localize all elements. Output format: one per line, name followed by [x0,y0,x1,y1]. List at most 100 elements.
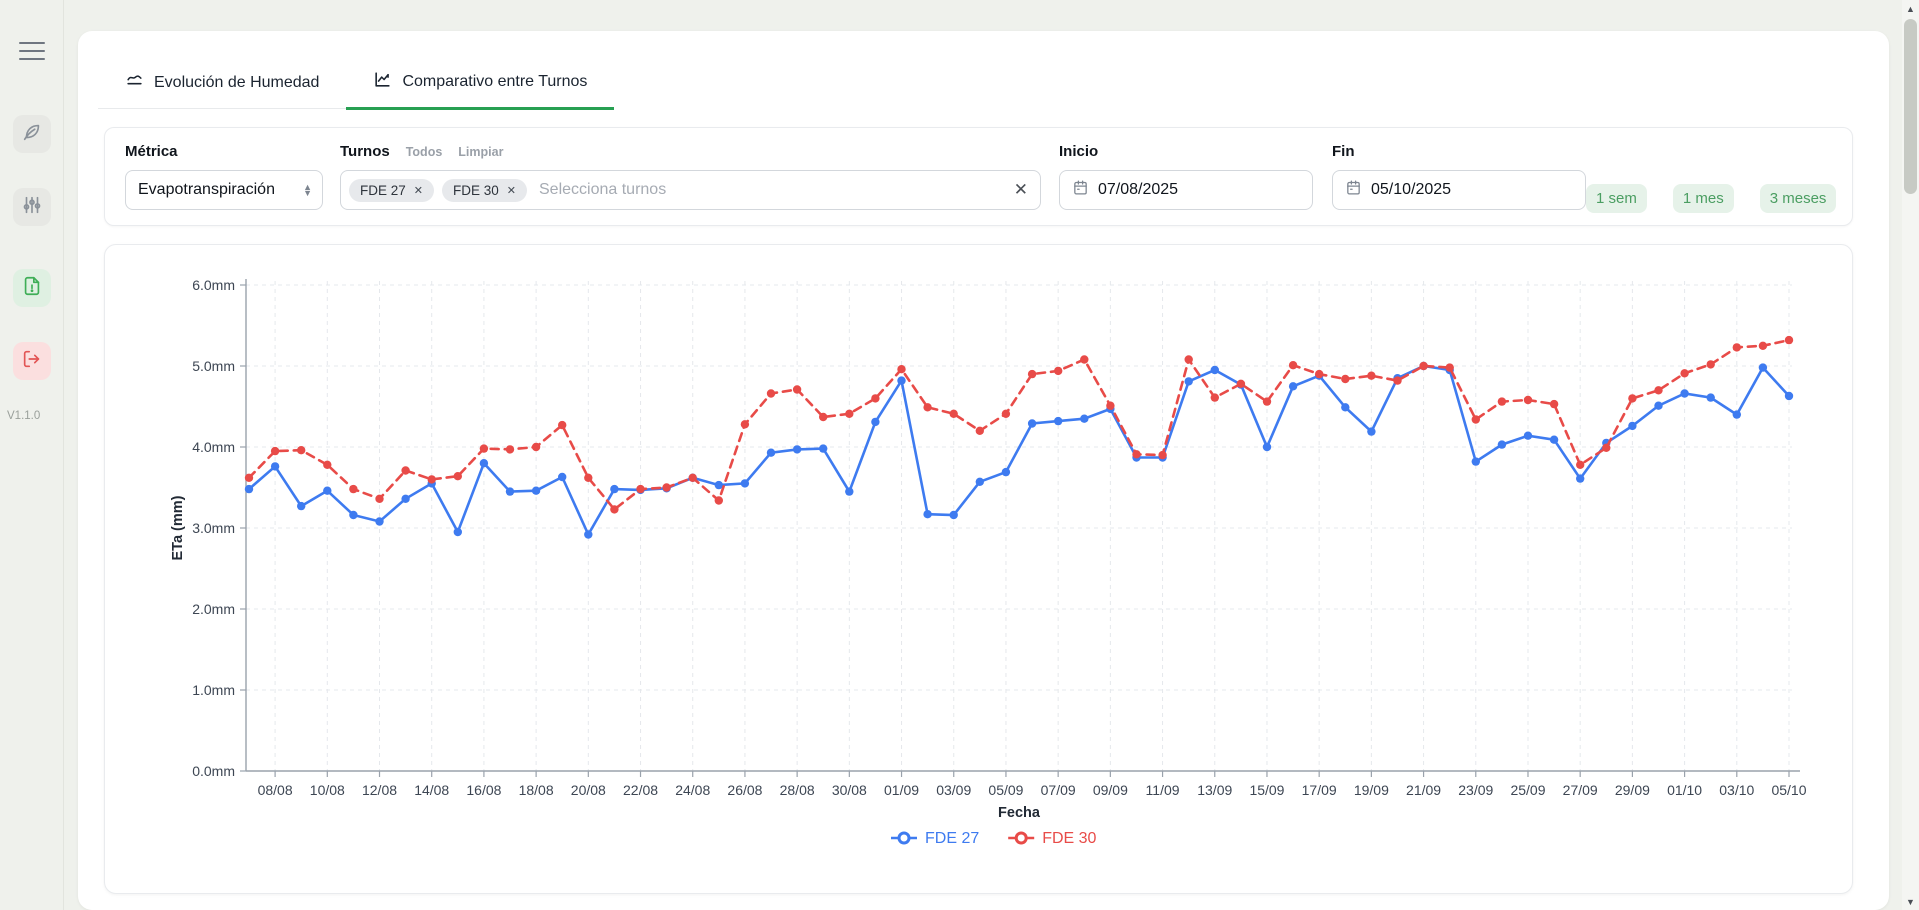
turno-chip[interactable]: FDE 27 ✕ [349,179,434,202]
svg-text:08/08: 08/08 [258,782,293,798]
svg-text:1.0mm: 1.0mm [192,682,235,698]
svg-text:07/09: 07/09 [1041,782,1076,798]
scrollbar-thumb[interactable] [1904,19,1917,194]
inicio-date-input[interactable]: 07/08/2025 [1059,170,1313,210]
x-axis-title: Fecha [998,805,1041,821]
svg-text:29/09: 29/09 [1615,782,1650,798]
svg-text:5.0mm: 5.0mm [192,358,235,374]
y-axis-title: ETa (mm) [170,495,186,560]
fin-label: Fin [1332,143,1586,163]
svg-text:30/08: 30/08 [832,782,867,798]
svg-text:03/10: 03/10 [1719,782,1754,798]
turnos-clear-link[interactable]: Limpiar [458,145,503,159]
gridlines [246,281,1792,771]
svg-text:01/09: 01/09 [884,782,919,798]
turnos-group: Turnos Todos Limpiar FDE 27 ✕ FDE 30 ✕ Sele… [340,143,1041,210]
series-fde-27-line [249,366,1789,535]
leaf-icon [21,121,43,148]
svg-text:4.0mm: 4.0mm [192,439,235,455]
compare-chart-icon [373,70,392,94]
tab-bar: Evolución de Humedad Comparativo entre T… [98,59,614,109]
remove-chip-icon[interactable]: ✕ [507,184,516,197]
svg-text:14/08: 14/08 [414,782,449,798]
sidebar-item-logout[interactable] [13,342,51,380]
sidebar-item-settings[interactable] [13,188,51,226]
svg-text:26/08: 26/08 [727,782,762,798]
svg-text:20/08: 20/08 [571,782,606,798]
svg-text:03/09: 03/09 [936,782,971,798]
series-fde-30-points[interactable] [245,336,1793,514]
scroll-up-icon[interactable]: ▲ [1902,0,1919,17]
svg-text:05/09: 05/09 [988,782,1023,798]
inicio-group: Inicio 07/08/2025 [1059,143,1313,210]
svg-text:05/10: 05/10 [1771,782,1806,798]
select-stepper-icon: ▲▼ [303,184,312,196]
sidebar: V1.1.0 [0,0,64,910]
clear-turnos-icon[interactable]: ✕ [1014,180,1028,200]
svg-text:11/09: 11/09 [1146,782,1180,798]
svg-text:3.0mm: 3.0mm [192,520,235,536]
turno-chip-label: FDE 27 [360,183,406,198]
svg-text:15/09: 15/09 [1249,782,1284,798]
svg-text:27/09: 27/09 [1563,782,1598,798]
turno-chip[interactable]: FDE 30 ✕ [442,179,527,202]
comparativo-chart[interactable]: 0.0mm1.0mm2.0mm3.0mm4.0mm5.0mm6.0mm08/08… [105,245,1853,894]
sidebar-item-crops[interactable] [13,115,51,153]
inicio-label: Inicio [1059,143,1313,163]
y-tick-labels: 0.0mm1.0mm2.0mm3.0mm4.0mm5.0mm6.0mm [192,277,235,779]
humidity-chart-icon [125,71,144,95]
range-button-1-sem[interactable]: 1 sem [1586,184,1647,213]
tab-comparativo-turnos[interactable]: Comparativo entre Turnos [346,59,614,110]
svg-text:18/08: 18/08 [519,782,554,798]
turnos-label: Turnos [340,143,390,163]
calendar-icon [1345,179,1362,201]
fin-group: Fin 05/10/2025 [1332,143,1586,210]
legend-label: FDE 30 [1042,830,1096,847]
remove-chip-icon[interactable]: ✕ [414,184,423,197]
tab-evolucion-humedad[interactable]: Evolución de Humedad [98,59,346,108]
svg-text:16/08: 16/08 [466,782,501,798]
vertical-scrollbar[interactable]: ▲ ▼ [1902,0,1919,910]
turnos-chips: FDE 27 ✕ FDE 30 ✕ [349,179,527,202]
metric-label: Métrica [125,143,323,163]
app-version: V1.1.0 [7,410,40,422]
turnos-placeholder: Selecciona turnos [539,181,666,199]
metric-value: Evapotranspiración [138,181,284,199]
series-fde-30-line [249,340,1789,509]
scroll-down-icon[interactable]: ▼ [1902,893,1919,910]
svg-text:01/10: 01/10 [1667,782,1702,798]
svg-text:19/09: 19/09 [1354,782,1389,798]
svg-text:22/08: 22/08 [623,782,658,798]
svg-text:09/09: 09/09 [1093,782,1128,798]
sliders-icon [21,194,43,221]
turnos-multiselect[interactable]: FDE 27 ✕ FDE 30 ✕ Selecciona turnos ✕ [340,170,1041,210]
x-tick-labels: 08/08 10/08 12/08 14/08 16/08 18/08 20/08 22/08… [258,782,1807,798]
range-button-1-mes[interactable]: 1 mes [1673,184,1734,213]
range-button-3-meses[interactable]: 3 meses [1760,184,1837,213]
svg-text:21/09: 21/09 [1406,782,1441,798]
svg-text:6.0mm: 6.0mm [192,277,235,293]
legend-label: FDE 27 [925,830,979,847]
tab-label: Comparativo entre Turnos [402,73,587,91]
chart-legend[interactable]: FDE 27 FDE 30 [891,830,1097,847]
svg-text:25/09: 25/09 [1510,782,1545,798]
metric-select[interactable]: Evapotranspiración ▲▼ [125,170,323,210]
quick-ranges: 1 sem 1 mes 3 meses [1586,184,1836,213]
turnos-select-all-link[interactable]: Todos [406,145,443,159]
svg-text:23/09: 23/09 [1458,782,1493,798]
chart-card: 0.0mm1.0mm2.0mm3.0mm4.0mm5.0mm6.0mm08/08… [104,244,1853,894]
svg-text:10/08: 10/08 [310,782,345,798]
metric-group: Métrica Evapotranspiración ▲▼ [125,143,323,210]
turno-chip-label: FDE 30 [453,183,499,198]
logout-icon [21,348,43,375]
menu-icon[interactable] [19,42,45,60]
svg-text:12/08: 12/08 [362,782,397,798]
filters-bar: Métrica Evapotranspiración ▲▼ Turnos Tod… [104,127,1853,226]
fin-date-input[interactable]: 05/10/2025 [1332,170,1586,210]
svg-text:17/09: 17/09 [1302,782,1337,798]
fin-value: 05/10/2025 [1371,181,1451,199]
sidebar-item-reports[interactable] [13,269,51,307]
file-alert-icon [21,275,43,302]
inicio-value: 07/08/2025 [1098,181,1178,199]
svg-text:13/09: 13/09 [1197,782,1232,798]
